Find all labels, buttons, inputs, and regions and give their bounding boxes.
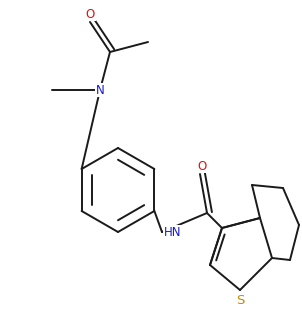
Text: O: O: [198, 159, 207, 173]
Text: O: O: [85, 7, 95, 21]
Text: S: S: [236, 293, 244, 307]
Text: N: N: [96, 83, 104, 97]
Text: HN: HN: [164, 225, 182, 239]
